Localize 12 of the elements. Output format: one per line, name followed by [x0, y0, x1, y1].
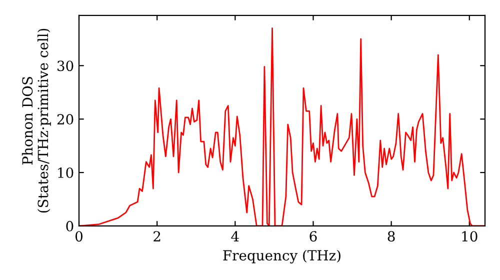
x-tick-label: 10 — [462, 231, 478, 242]
x-axis-title: Frequency (THz) — [223, 250, 340, 264]
y-tick-label: 20 — [57, 114, 74, 125]
x-tick-label: 2 — [154, 231, 160, 242]
y-tick-label: 30 — [58, 60, 74, 72]
x-tick-label: 8 — [388, 231, 395, 242]
y-tick-label: 10 — [58, 167, 74, 178]
x-tick-label: 4 — [231, 231, 239, 242]
y-tick-label: 0 — [66, 220, 74, 232]
x-tick-label: 0 — [75, 231, 82, 242]
y-axis-title: Phonon DOS (States/THz·primitive cell) — [22, 28, 51, 213]
x-tick-label: 6 — [310, 231, 317, 242]
